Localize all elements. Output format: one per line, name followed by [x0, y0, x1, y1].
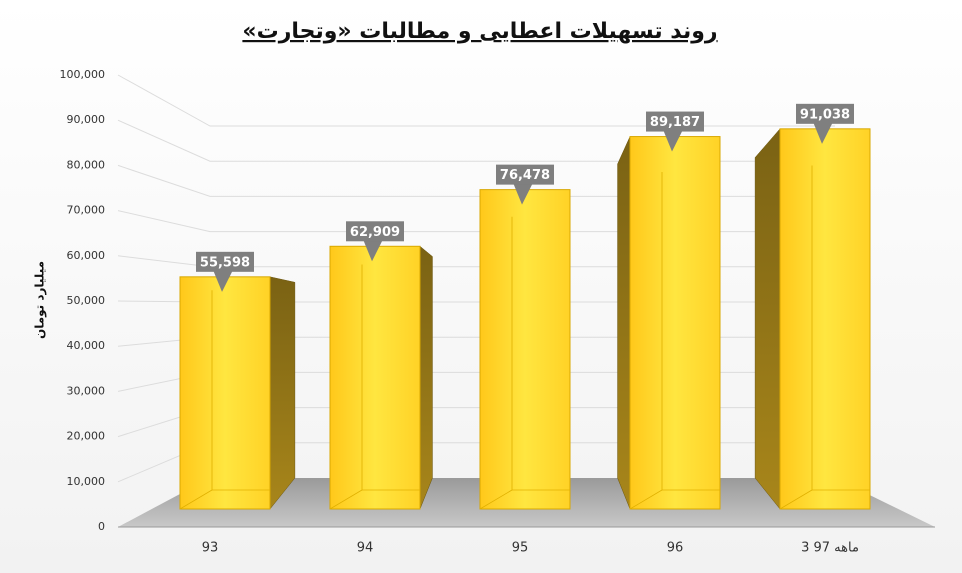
- y-tick-label: 50,000: [67, 294, 106, 307]
- x-tick-label: 93: [202, 541, 219, 556]
- data-label: 91,038: [800, 107, 850, 122]
- label-box: [496, 164, 554, 185]
- y-tick-label: 0: [98, 520, 105, 533]
- bar-side: [419, 245, 433, 510]
- y-tick-label: 20,000: [67, 430, 106, 443]
- label-box: [346, 221, 404, 242]
- label-box: [646, 111, 704, 132]
- y-axis-label: میلیارد تومان: [33, 261, 48, 339]
- data-label: 62,909: [350, 225, 400, 240]
- x-tick-label: 95: [512, 541, 529, 556]
- bar: [779, 128, 871, 510]
- bar: [329, 245, 421, 510]
- label-box: [796, 103, 854, 124]
- y-tick-label: 70,000: [67, 204, 106, 217]
- bar: [179, 276, 271, 510]
- bar: [479, 189, 571, 510]
- bar-side: [754, 128, 781, 510]
- label-pointer: [363, 239, 383, 262]
- label-pointer: [213, 269, 233, 292]
- bar-side: [269, 276, 296, 510]
- y-tick-label: 90,000: [67, 113, 106, 126]
- data-label: 89,187: [650, 115, 700, 130]
- x-tick-label: 94: [357, 541, 374, 556]
- data-label: 55,598: [200, 255, 250, 270]
- grid-line: [117, 74, 835, 127]
- y-tick-label: 30,000: [67, 384, 106, 397]
- label-pointer: [663, 129, 683, 152]
- label-box: [196, 251, 254, 272]
- label-pointer: [513, 182, 533, 205]
- x-tick-label: 96: [667, 541, 684, 556]
- x-tick-label: 3 ماهه 97: [801, 541, 859, 556]
- chart-title: روند تسهیلات اعطایی و مطالبات «وتجارت»: [242, 19, 717, 44]
- y-tick-label: 100,000: [60, 68, 106, 81]
- bar-side: [617, 136, 631, 510]
- bar: [629, 136, 721, 510]
- y-tick-label: 80,000: [67, 158, 106, 171]
- data-label: 76,478: [500, 168, 550, 183]
- y-tick-label: 60,000: [67, 249, 106, 262]
- label-pointer: [813, 121, 833, 144]
- y-tick-label: 10,000: [67, 475, 106, 488]
- y-tick-label: 40,000: [67, 339, 106, 352]
